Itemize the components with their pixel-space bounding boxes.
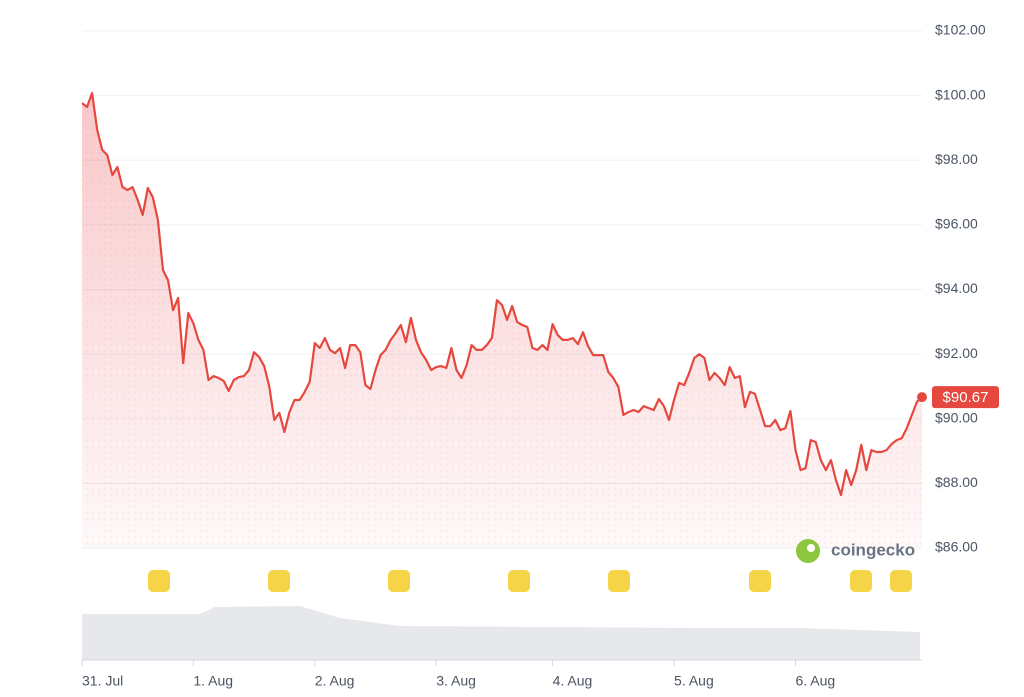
event-marker[interactable] — [388, 570, 410, 592]
x-tick-label: 1. Aug — [193, 673, 233, 689]
y-tick-label: $86.00 — [935, 539, 978, 555]
x-tick-label: 5. Aug — [674, 673, 714, 689]
x-tick-label: 31. Jul — [82, 673, 123, 689]
y-tick-label: $92.00 — [935, 345, 978, 361]
y-tick-label: $94.00 — [935, 280, 978, 296]
event-marker[interactable] — [148, 570, 170, 592]
y-tick-label: $98.00 — [935, 151, 978, 167]
event-marker[interactable] — [608, 570, 630, 592]
watermark-logo-eye — [807, 544, 815, 552]
x-tick-label: 3. Aug — [436, 673, 476, 689]
y-tick-label: $90.00 — [935, 409, 978, 425]
last-price-label: $90.67 — [943, 389, 989, 406]
event-marker[interactable] — [749, 570, 771, 592]
plot: $86.00 $88.00 $90.00 $92.00 $94.00 $96.00 $98.… — [81, 22, 999, 689]
y-tick-label: $102.00 — [935, 22, 986, 38]
y-tick-label: $88.00 — [935, 474, 978, 490]
last-point — [917, 392, 927, 403]
x-tick-label: 6. Aug — [795, 673, 835, 689]
watermark: coingecko — [831, 540, 915, 559]
y-tick-label: $100.00 — [935, 86, 986, 102]
event-marker[interactable] — [268, 570, 290, 592]
watermark-logo — [796, 539, 820, 563]
last-price-box — [932, 386, 999, 409]
event-marker[interactable] — [890, 570, 912, 592]
volume-strip — [82, 606, 920, 660]
x-tick-label: 4. Aug — [553, 673, 593, 689]
price-line — [81, 91, 923, 497]
area-dots — [82, 93, 922, 548]
y-tick-label: $96.00 — [935, 216, 978, 232]
event-marker[interactable] — [508, 570, 530, 592]
event-markers — [148, 570, 912, 592]
x-tick-label: 2. Aug — [315, 673, 355, 689]
event-marker[interactable] — [850, 570, 872, 592]
